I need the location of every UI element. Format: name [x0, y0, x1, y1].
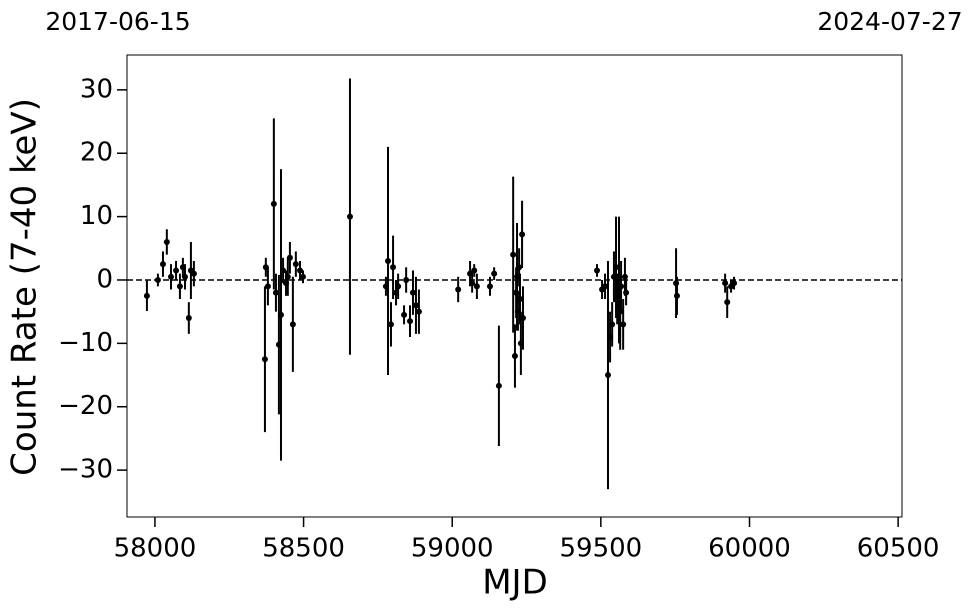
- data-point: [491, 270, 498, 277]
- y-tick-label: −30: [58, 455, 113, 485]
- data-point: [286, 254, 293, 261]
- data-point: [277, 311, 284, 318]
- y-tick-label: 20: [80, 138, 113, 168]
- data-point: [618, 283, 625, 290]
- data-point: [469, 280, 476, 287]
- data-point: [593, 267, 600, 274]
- data-point: [510, 251, 517, 258]
- data-point: [495, 382, 502, 389]
- start-date: 2017-06-15: [45, 7, 190, 36]
- data-point: [297, 267, 304, 274]
- data-point: [473, 283, 480, 290]
- data-point: [516, 295, 523, 302]
- data-point: [143, 292, 150, 299]
- data-point: [511, 353, 518, 360]
- data-point: [346, 213, 353, 220]
- data-point: [516, 264, 523, 271]
- data-point: [261, 356, 268, 363]
- data-point: [613, 264, 620, 271]
- data-point: [159, 261, 166, 268]
- y-tick-label: −20: [58, 391, 113, 421]
- data-point: [409, 289, 416, 296]
- data-point: [471, 267, 478, 274]
- data-point: [181, 273, 188, 280]
- data-point: [486, 283, 493, 290]
- data-point: [602, 283, 609, 290]
- data-point: [722, 280, 729, 287]
- data-point: [455, 286, 462, 293]
- data-point: [401, 311, 408, 318]
- y-tick-label: 10: [80, 201, 113, 231]
- data-point: [724, 299, 731, 306]
- data-point: [604, 372, 611, 379]
- data-point: [264, 283, 271, 290]
- y-axis-label: Count Rate (7-40 keV): [5, 98, 45, 476]
- data-point: [621, 273, 628, 280]
- data-point: [387, 321, 394, 328]
- y-tick-label: 0: [96, 264, 113, 294]
- data-point: [609, 321, 616, 328]
- x-tick-label: 59500: [559, 534, 642, 564]
- data-point: [673, 292, 680, 299]
- data-point: [395, 283, 402, 290]
- data-point: [519, 315, 526, 322]
- data-point: [163, 238, 170, 245]
- data-point: [167, 273, 174, 280]
- data-point: [284, 273, 291, 280]
- plot-frame: [126, 54, 903, 518]
- data-point: [415, 308, 422, 315]
- data-point: [403, 276, 410, 283]
- data-point: [299, 273, 306, 280]
- x-tick-label: 58500: [262, 534, 345, 564]
- data-point: [412, 302, 419, 309]
- data-point: [173, 267, 180, 274]
- data-point: [407, 318, 414, 325]
- x-tick-label: 59000: [411, 534, 494, 564]
- data-point: [731, 280, 738, 287]
- data-point: [623, 289, 630, 296]
- x-tick-label: 60000: [708, 534, 791, 564]
- x-tick-label: 60500: [857, 534, 940, 564]
- data-point: [620, 321, 627, 328]
- x-axis-label: MJD: [482, 563, 548, 603]
- y-tick-label: −10: [58, 328, 113, 358]
- data-point: [185, 315, 192, 322]
- data-point: [390, 264, 397, 271]
- data-point: [280, 267, 287, 274]
- data-point: [154, 276, 161, 283]
- end-date: 2024-07-27: [817, 7, 962, 36]
- data-point: [270, 200, 277, 207]
- x-tick-label: 58000: [114, 534, 197, 564]
- data-point: [519, 231, 526, 238]
- data-point: [190, 270, 197, 277]
- data-point: [176, 283, 183, 290]
- data-point: [272, 289, 279, 296]
- data-point: [292, 261, 299, 268]
- y-tick-label: 30: [80, 74, 113, 104]
- data-point: [289, 321, 296, 328]
- data-point: [385, 257, 392, 264]
